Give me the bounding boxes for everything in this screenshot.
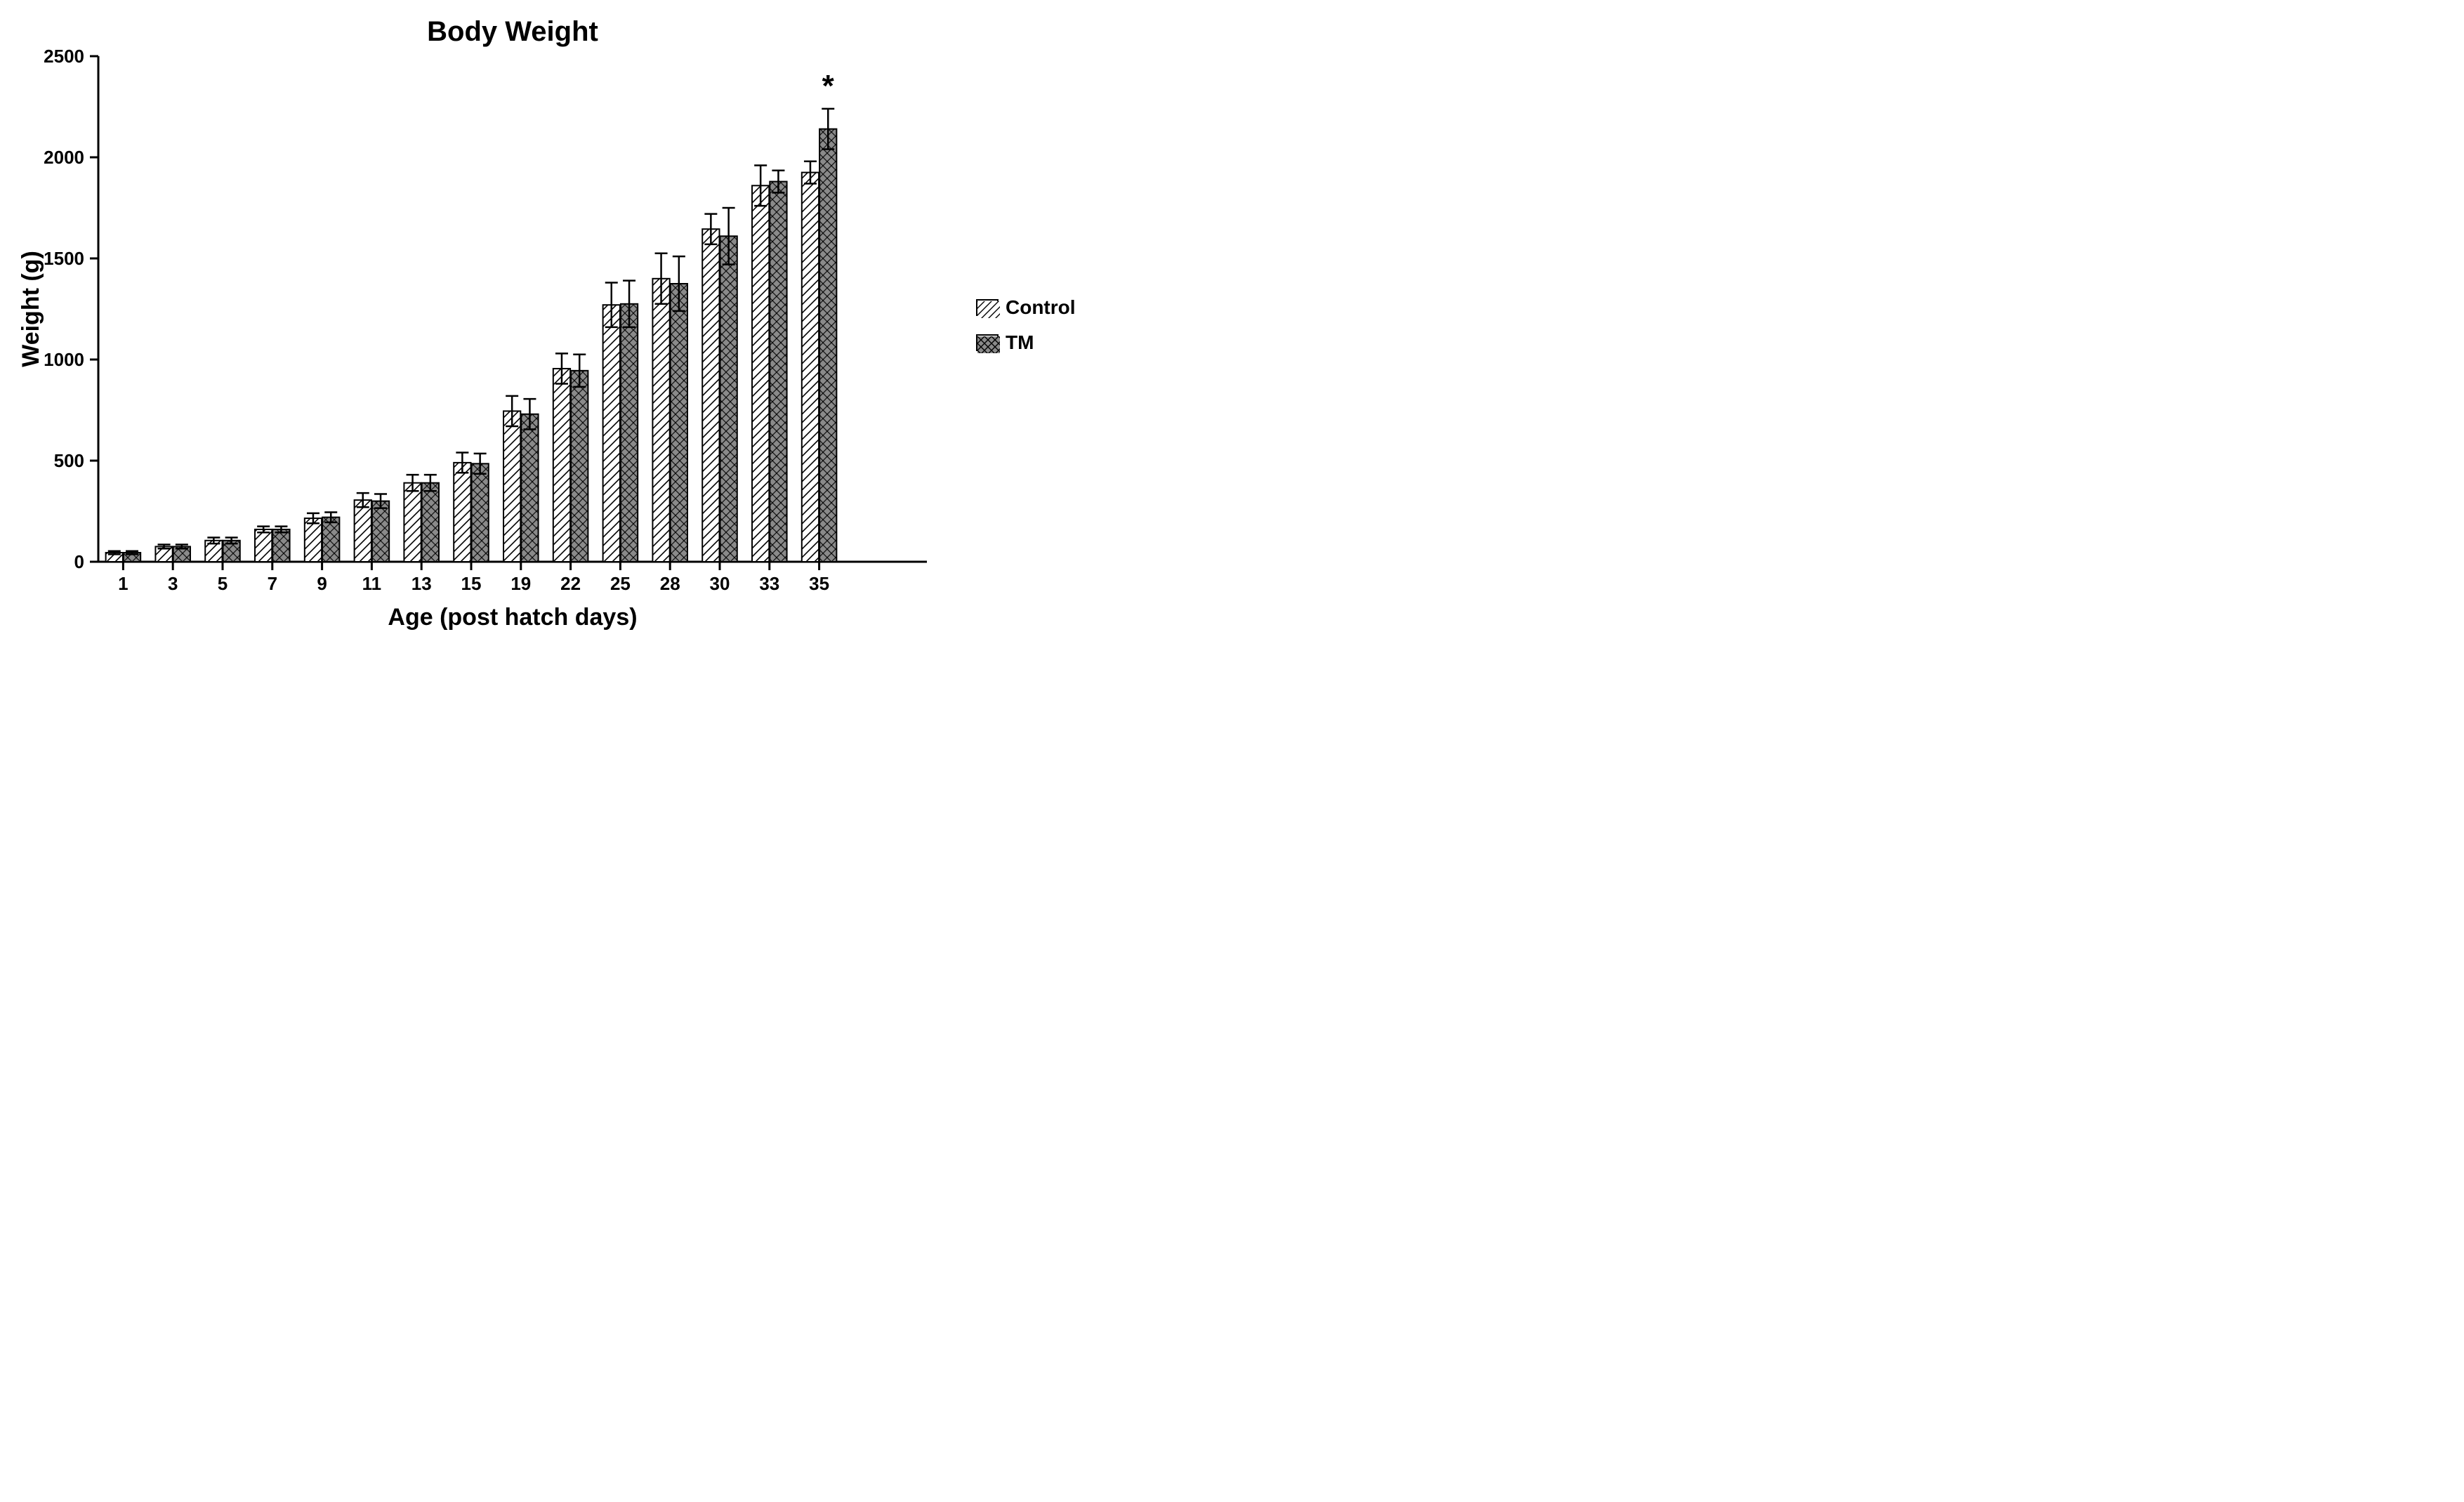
svg-text:22: 22 (560, 573, 581, 594)
legend: Control TM (976, 296, 1076, 354)
legend-label-tm: TM (1006, 331, 1034, 354)
chart-container: Body Weight 0 500 1000 1500 2000 2500 Weight (g… (14, 14, 955, 635)
svg-text:35: 35 (809, 573, 829, 594)
svg-text:5: 5 (218, 573, 228, 594)
svg-text:1000: 1000 (44, 349, 84, 370)
svg-text:19: 19 (510, 573, 531, 594)
svg-text:28: 28 (660, 573, 680, 594)
svg-text:1500: 1500 (44, 248, 84, 269)
svg-text:13: 13 (411, 573, 432, 594)
svg-text:Weight (g): Weight (g) (18, 251, 44, 367)
svg-text:2000: 2000 (44, 147, 84, 168)
svg-text:Age (post hatch days): Age (post hatch days) (388, 604, 637, 631)
legend-item-control: Control (976, 296, 1076, 319)
svg-text:2500: 2500 (44, 46, 84, 67)
svg-text:500: 500 (54, 450, 84, 471)
figure-root: Body Weight 0 500 1000 1500 2000 2500 Weight (g… (14, 14, 2450, 635)
svg-text:25: 25 (610, 573, 631, 594)
svg-text:1: 1 (118, 573, 128, 594)
svg-text:9: 9 (317, 573, 327, 594)
svg-text:15: 15 (461, 573, 482, 594)
bar-chart: Body Weight 0 500 1000 1500 2000 2500 Weight (g… (14, 14, 955, 632)
svg-text:*: * (822, 69, 835, 103)
svg-text:0: 0 (74, 551, 84, 572)
legend-item-tm: TM (976, 331, 1076, 354)
legend-swatch-control (976, 299, 999, 316)
svg-text:Body Weight: Body Weight (427, 16, 598, 47)
legend-swatch-tm (976, 334, 999, 351)
svg-text:11: 11 (362, 573, 382, 594)
svg-text:33: 33 (759, 573, 779, 594)
svg-text:3: 3 (168, 573, 178, 594)
svg-text:7: 7 (268, 573, 277, 594)
svg-text:30: 30 (710, 573, 730, 594)
legend-label-control: Control (1006, 296, 1076, 319)
